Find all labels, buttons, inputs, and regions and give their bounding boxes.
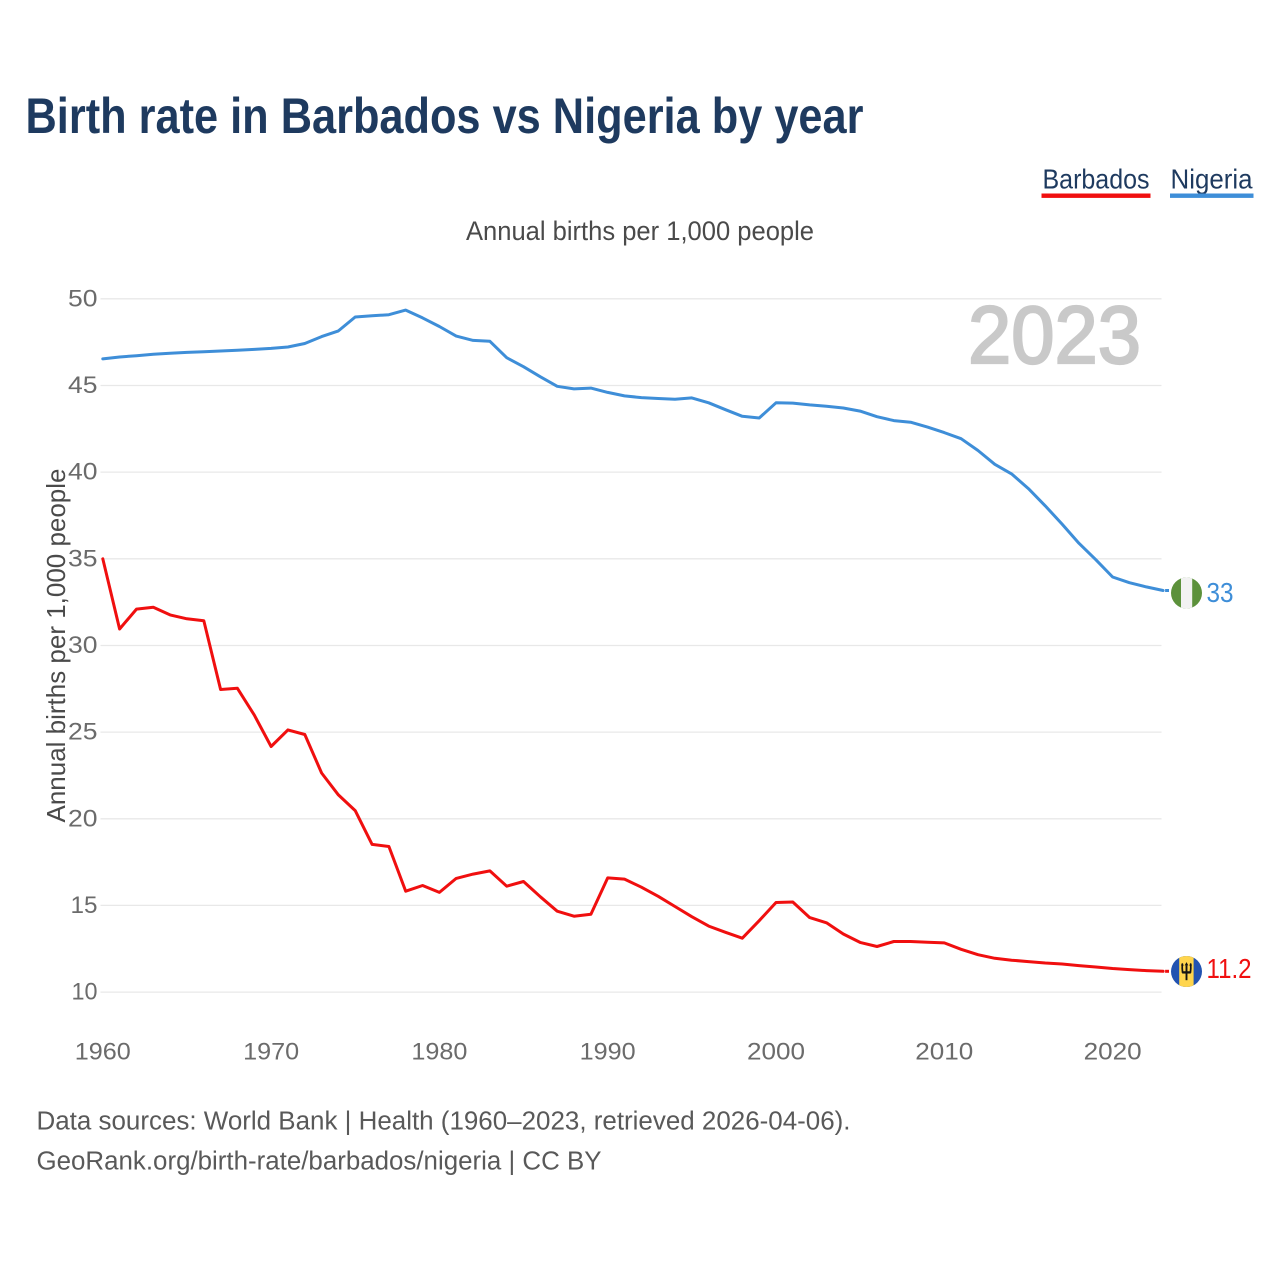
svg-text:11.2: 11.2 <box>1207 953 1252 984</box>
svg-text:20: 20 <box>68 805 98 832</box>
svg-text:1970: 1970 <box>243 1039 299 1066</box>
svg-text:25: 25 <box>68 719 98 746</box>
svg-text:Barbados: Barbados <box>1043 164 1150 195</box>
svg-text:1990: 1990 <box>580 1039 636 1066</box>
svg-text:33: 33 <box>1207 577 1234 608</box>
svg-text:50: 50 <box>68 285 98 312</box>
svg-text:2020: 2020 <box>1084 1039 1142 1066</box>
svg-text:40: 40 <box>68 459 98 486</box>
svg-text:2010: 2010 <box>915 1039 973 1066</box>
svg-text:15: 15 <box>71 892 98 919</box>
svg-text:Annual births per 1,000 people: Annual births per 1,000 people <box>41 469 71 823</box>
svg-text:1960: 1960 <box>75 1039 131 1066</box>
svg-text:Nigeria: Nigeria <box>1171 164 1253 195</box>
svg-text:Annual births per 1,000 people: Annual births per 1,000 people <box>466 216 814 246</box>
svg-text:2000: 2000 <box>747 1039 805 1066</box>
svg-text:Data sources: World Bank | Hea: Data sources: World Bank | Health (1960–… <box>37 1108 851 1136</box>
svg-text:Birth rate in Barbados vs Nige: Birth rate in Barbados vs Nigeria by yea… <box>26 88 864 144</box>
svg-text:GeoRank.org/birth-rate/barbado: GeoRank.org/birth-rate/barbados/nigeria … <box>37 1148 602 1176</box>
svg-text:1980: 1980 <box>411 1039 467 1066</box>
svg-text:10: 10 <box>72 979 98 1006</box>
svg-text:2023: 2023 <box>968 290 1141 381</box>
svg-text:45: 45 <box>68 372 98 399</box>
svg-text:35: 35 <box>68 545 98 572</box>
svg-text:30: 30 <box>68 632 98 659</box>
